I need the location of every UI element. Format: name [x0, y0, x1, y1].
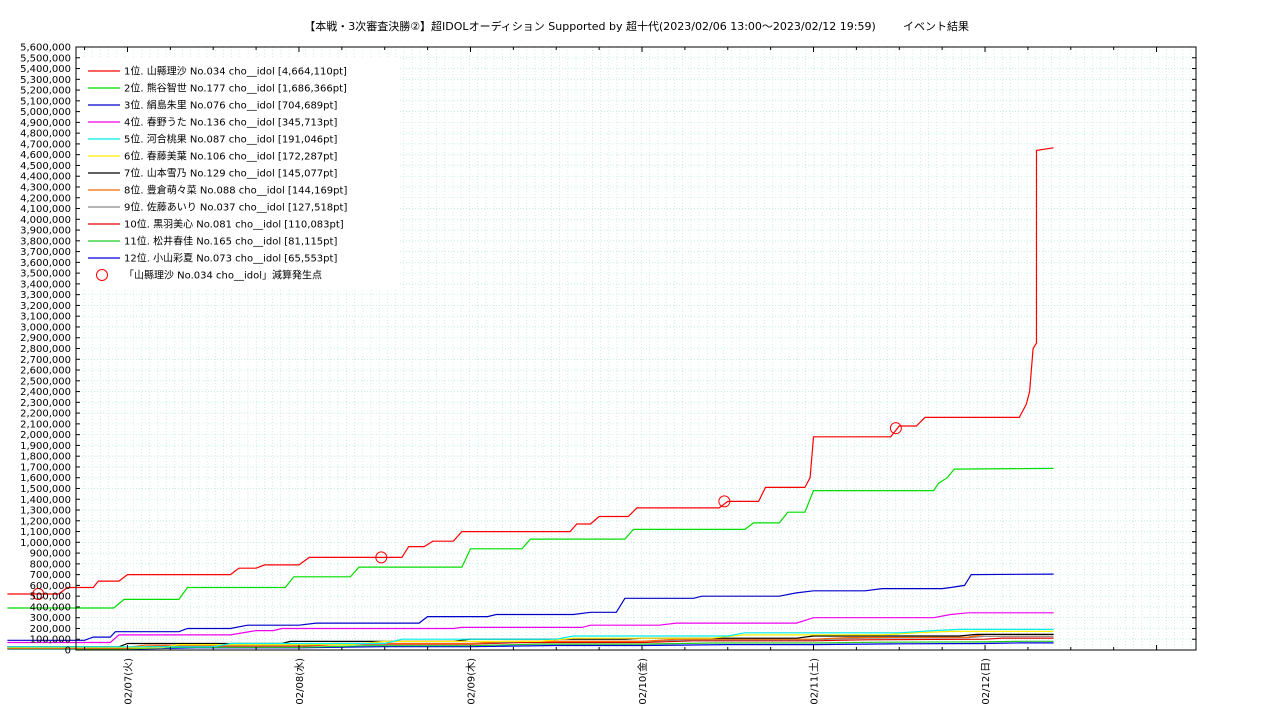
y-tick-label: 600,000 [30, 581, 71, 592]
x-tick-label: 02/07(火) [122, 658, 134, 705]
y-tick-label: 2,600,000 [20, 366, 71, 377]
y-tick-label: 5,400,000 [20, 64, 71, 75]
penalty-marker [375, 551, 388, 564]
y-tick-label: 2,000,000 [20, 430, 71, 441]
y-tick-label: 1,600,000 [20, 473, 71, 484]
x-tick-label: 02/08(水) [294, 658, 306, 705]
y-tick-label: 1,000,000 [20, 538, 71, 549]
legend-label: 2位. 熊谷智世 No.177 cho__idol [1,686,366pt] [124, 82, 347, 95]
penalty-marker [32, 588, 45, 601]
legend-label: 3位. 絹島朱里 No.076 cho__idol [704,689pt] [124, 99, 337, 112]
series-lines [7, 147, 1054, 650]
x-tick-label: 02/12(日) [981, 658, 992, 705]
y-tick-label: 4,400,000 [20, 172, 71, 183]
y-tick-label: 3,800,000 [20, 236, 71, 247]
y-tick-label: 200,000 [30, 624, 71, 635]
y-tick-label: 3,100,000 [20, 312, 71, 323]
y-tick-label: 5,200,000 [20, 86, 71, 97]
legend-label: 10位. 黒羽美心 No.081 cho__idol [110,083pt] [124, 218, 344, 231]
series-line [7, 573, 1054, 641]
y-tick-label: 1,400,000 [20, 495, 71, 506]
y-tick-label: 2,100,000 [20, 419, 71, 430]
y-tick-label: 300,000 [30, 613, 71, 624]
y-tick-label: 0 [65, 646, 71, 657]
y-tick-label: 4,300,000 [20, 182, 71, 193]
legend-marker-swatch [96, 269, 108, 281]
chart-title: 【本戦・3次審査決勝②】超IDOLオーディション Supported by 超十… [304, 19, 876, 33]
y-tick-label: 1,500,000 [20, 484, 71, 495]
y-tick-label: 700,000 [30, 570, 71, 581]
y-tick-label: 4,500,000 [20, 161, 71, 172]
y-tick-label: 2,400,000 [20, 387, 71, 398]
x-tick-label: 02/09(木) [465, 658, 477, 705]
y-tick-label: 3,200,000 [20, 301, 71, 312]
legend-label: 4位. 春野うた No.136 cho__idol [345,713pt] [124, 116, 337, 129]
legend-label: 9位. 佐藤あいり No.037 cho__idol [127,518pt] [124, 201, 347, 214]
y-tick-label: 3,400,000 [20, 279, 71, 290]
y-tick-label: 3,000,000 [20, 322, 71, 333]
series-line [7, 147, 1054, 595]
legend-label: 6位. 春藤美葉 No.106 cho__idol [172,287pt] [124, 150, 337, 163]
y-tick-label: 2,800,000 [20, 344, 71, 355]
series-line [7, 628, 1054, 648]
y-tick-label: 2,200,000 [20, 409, 71, 420]
y-tick-label: 5,100,000 [20, 96, 71, 107]
penalty-marker [889, 422, 902, 435]
y-tick-label: 4,100,000 [20, 204, 71, 215]
y-tick-label: 1,900,000 [20, 441, 71, 452]
y-tick-label: 3,300,000 [20, 290, 71, 301]
y-tick-label: 4,700,000 [20, 139, 71, 150]
y-tick-label: 5,300,000 [20, 75, 71, 86]
legend-marker-label: 「山縣理沙 No.034 cho__idol」減算発生点 [124, 269, 322, 282]
legend-label: 5位. 河合桃果 No.087 cho__idol [191,046pt] [124, 133, 337, 146]
y-tick-label: 4,200,000 [20, 193, 71, 204]
y-tick-label: 500,000 [30, 592, 71, 603]
x-axis: 02/07(火) 02/08(水) 02/09(木) 02/10(金) 02/11(土)… [84, 47, 1158, 705]
legend-label: 11位. 松井春佳 No.165 cho__idol [81,115pt] [124, 235, 337, 248]
y-tick-label: 100,000 [30, 635, 71, 646]
y-tick-label: 5,500,000 [20, 53, 71, 64]
legend-label: 7位. 山本雪乃 No.129 cho__idol [145,077pt] [124, 167, 337, 180]
y-tick-label: 4,800,000 [20, 129, 71, 140]
y-tick-label: 900,000 [30, 549, 71, 560]
y-tick-label: 4,000,000 [20, 215, 71, 226]
legend-box [80, 57, 400, 290]
y-tick-label: 5,600,000 [20, 43, 71, 54]
y-tick-label: 5,000,000 [20, 107, 71, 118]
y-tick-label: 3,500,000 [20, 269, 71, 280]
y-tick-label: 400,000 [30, 602, 71, 613]
series-line [7, 467, 1054, 609]
y-axis: 0100,000200,000300,000400,000500,000600,… [20, 43, 1196, 657]
series-line [7, 633, 1054, 648]
legend-label: 12位. 小山彩夏 No.073 cho__idol [65,553pt] [124, 252, 337, 265]
y-tick-label: 800,000 [30, 559, 71, 570]
y-tick-label: 4,900,000 [20, 118, 71, 129]
y-tick-label: 2,900,000 [20, 333, 71, 344]
y-tick-label: 3,900,000 [20, 226, 71, 237]
y-tick-label: 1,700,000 [20, 462, 71, 473]
y-tick-label: 1,200,000 [20, 516, 71, 527]
y-tick-label: 1,100,000 [20, 527, 71, 538]
chart-subtitle: イベント結果 [903, 19, 969, 33]
y-tick-label: 4,600,000 [20, 150, 71, 161]
series-line [7, 630, 1054, 649]
y-tick-label: 2,500,000 [20, 376, 71, 387]
y-tick-label: 3,600,000 [20, 258, 71, 269]
y-tick-label: 3,700,000 [20, 247, 71, 258]
legend: 1位. 山縣理沙 No.034 cho__idol [4,664,110pt] 2… [80, 57, 400, 290]
y-tick-label: 2,300,000 [20, 398, 71, 409]
series-line [7, 612, 1054, 644]
y-tick-label: 1,800,000 [20, 452, 71, 463]
x-tick-label: 02/10(金) [636, 658, 649, 705]
penalty-markers [32, 422, 902, 601]
y-tick-label: 2,700,000 [20, 355, 71, 366]
y-tick-label: 1,300,000 [20, 506, 71, 517]
legend-label: 1位. 山縣理沙 No.034 cho__idol [4,664,110pt] [124, 65, 347, 78]
x-tick-label: 02/11(土) [808, 658, 821, 705]
legend-label: 8位. 豊倉萌々菜 No.088 cho__idol [144,169pt] [124, 184, 347, 197]
penalty-marker [718, 495, 731, 508]
